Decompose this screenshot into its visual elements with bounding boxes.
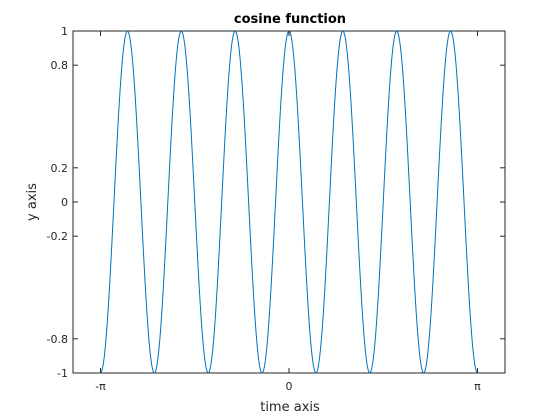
y-tick-label: -0.2	[47, 230, 68, 243]
y-tick-label: -1	[57, 367, 68, 380]
y-tick-label: 0.8	[51, 59, 69, 72]
x-axis-label: time axis	[260, 400, 320, 415]
y-axis-label: y axis	[25, 183, 40, 221]
x-tick-label: 0	[286, 380, 293, 393]
y-tick-label: -0.8	[47, 333, 68, 346]
x-ticks: -π 0 π	[95, 31, 481, 393]
y-tick-label: 0.2	[51, 162, 69, 175]
y-ticks: 1 0.8 0.2 0 -0.2 -0.8 -1	[47, 25, 505, 380]
chart-title: cosine function	[234, 12, 346, 27]
y-tick-label: 1	[61, 25, 68, 38]
x-tick-label: -π	[95, 380, 106, 393]
x-tick-label: π	[474, 380, 481, 393]
y-tick-label: 0	[61, 196, 68, 209]
